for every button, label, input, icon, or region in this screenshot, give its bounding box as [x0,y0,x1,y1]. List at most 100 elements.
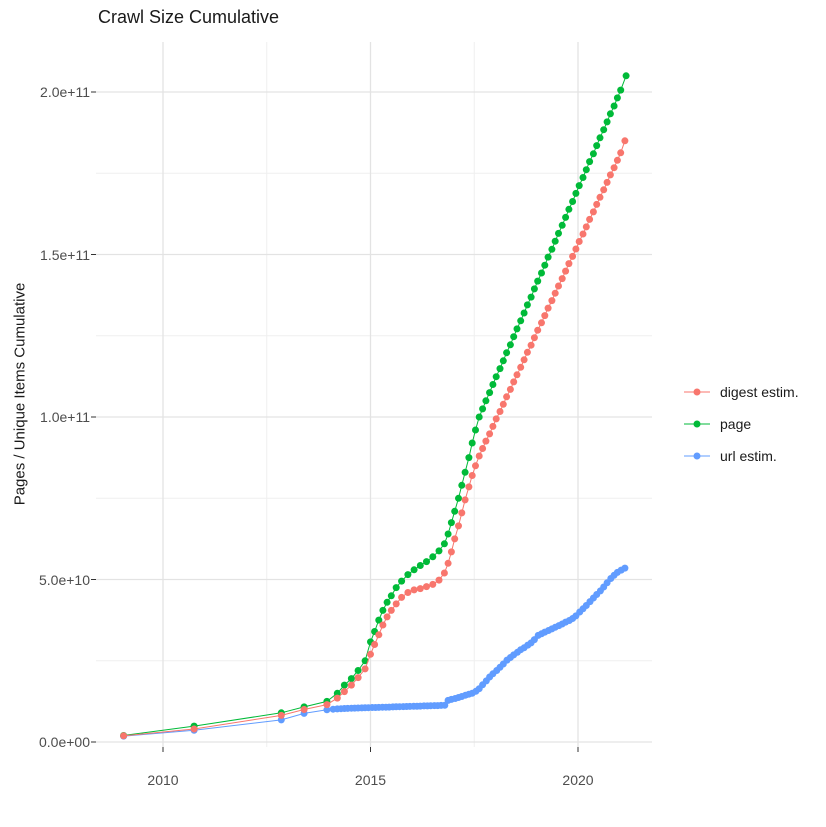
data-point [523,348,531,356]
legend-item-label: page [720,416,752,432]
y-tick-label: 2.0e+11 [40,84,90,100]
data-point [435,547,443,555]
data-point [441,701,449,709]
data-point [392,584,400,592]
data-point [555,282,562,290]
data-point [565,260,573,268]
data-point [300,706,308,713]
data-point [523,301,531,309]
legend-item-label: digest estim. [720,384,799,400]
data-point [544,304,552,312]
series-url-estim- [120,564,629,740]
data-point [600,126,608,134]
data-point [361,657,369,665]
data-point [558,275,566,283]
data-point [586,158,594,166]
data-point [444,559,452,567]
data-point [465,454,473,462]
data-point [569,252,577,260]
data-point [569,198,577,205]
data-point [565,205,573,213]
data-point [548,297,556,305]
data-point [404,571,412,579]
data-point [461,468,469,476]
data-point [506,341,514,349]
data-point [603,178,611,186]
data-point [392,600,400,608]
data-point [558,221,566,229]
data-point [340,688,348,696]
data-point [496,365,504,373]
data-point [347,681,355,689]
data-point [562,213,570,221]
data-point [440,540,448,548]
data-point [551,237,559,245]
data-point [323,701,331,709]
data-point [603,118,611,126]
y-tick-label: 1.5e+11 [40,246,90,263]
data-point [551,289,559,297]
data-point [527,341,535,349]
data-point [517,363,525,371]
data-point [534,277,542,285]
data-point [534,326,542,334]
data-point [472,462,479,470]
data-point [323,706,331,714]
data-point [586,215,594,223]
data-point [361,665,369,673]
data-point [610,102,618,110]
data-point [447,548,455,556]
data-point [527,293,535,301]
data-point [621,137,629,145]
legend-key-line-dot-icon [684,420,710,428]
data-point [579,174,587,181]
data-point [416,562,424,569]
data-point [593,142,601,150]
legend: digest estim. page url estim. [682,376,799,472]
data-point [622,72,630,80]
data-point [479,405,487,413]
data-point [367,650,374,658]
data-point [410,586,418,594]
data-point [510,333,518,341]
data-point [451,535,459,543]
data-point [582,223,590,231]
data-point [572,245,580,253]
data-point [482,397,490,405]
data-point [538,319,545,327]
data-point [354,667,362,674]
data-point [458,509,466,517]
data-point [455,494,462,502]
data-point [387,592,395,600]
y-tick-label: 5.0e+10 [39,571,90,588]
data-point [444,530,452,538]
data-point [530,334,538,342]
legend-key-line-dot-icon [684,452,710,460]
data-point [503,393,511,401]
data-point [429,553,437,561]
legend-item-digest-estim: digest estim. [682,376,799,408]
data-point [375,631,383,639]
data-point [606,110,614,118]
data-point [410,566,418,574]
data-point [589,150,597,158]
data-point [423,583,430,591]
data-point [520,309,528,317]
data-point [520,356,528,364]
data-point [593,200,601,208]
data-point [496,408,504,415]
data-point [513,371,521,379]
data-point [435,576,443,584]
data-point [333,689,341,697]
data-point [486,389,494,397]
data-point [544,253,552,261]
data-point [482,437,490,445]
data-point [340,681,348,689]
data-point [499,400,507,408]
data-point [354,674,362,682]
data-point [416,585,424,593]
data-point [596,134,604,142]
data-point [506,385,514,393]
data-point [398,593,406,601]
